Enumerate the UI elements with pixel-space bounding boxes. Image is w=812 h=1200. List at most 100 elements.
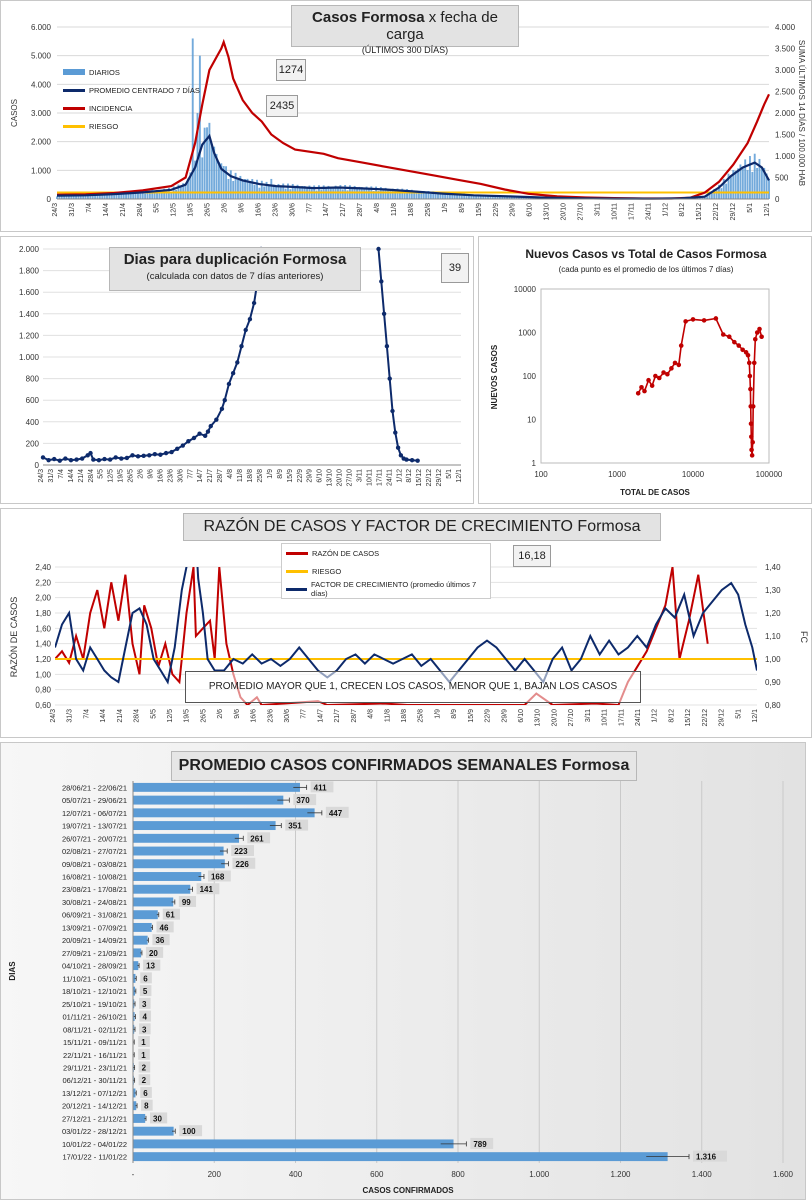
cases-xtick: 21/7 bbox=[340, 203, 347, 217]
doubling-right-point bbox=[395, 445, 401, 450]
cases-daily-bar bbox=[446, 193, 449, 199]
doubling-left-point bbox=[152, 452, 158, 457]
weekly-value-label: 3 bbox=[142, 1025, 147, 1034]
doubling-left-point bbox=[180, 443, 185, 448]
cases-daily-bar bbox=[408, 192, 411, 199]
weekly-category-label: 13/12/21 - 07/12/21 bbox=[62, 1089, 127, 1098]
ratio-xtick: 30/6 bbox=[284, 709, 291, 723]
cases-daily-bar bbox=[87, 195, 89, 199]
weekly-bar bbox=[133, 808, 315, 818]
cases-ytick-right: 2.000 bbox=[775, 109, 796, 118]
ratio-xtick: 13/10 bbox=[535, 709, 542, 727]
cases-value-2: 2435 bbox=[266, 95, 298, 117]
ratio-panel: 0,60 0,80 1,00 1,20 1,40 1,60 1,80 2,00 2,20 2,40… bbox=[0, 508, 812, 738]
cases-daily-bar bbox=[396, 188, 399, 199]
cases-daily-bar bbox=[270, 178, 273, 199]
loglog-point bbox=[746, 360, 752, 366]
cases-daily-bar bbox=[463, 193, 466, 199]
doubling-ytick: 2.000 bbox=[19, 245, 40, 254]
loglog-point bbox=[736, 343, 742, 348]
weekly-value-box bbox=[138, 1074, 151, 1086]
cases-daily-bar bbox=[94, 194, 97, 199]
cases-xtick: 24/3 bbox=[52, 203, 59, 217]
cases-average-line bbox=[56, 133, 770, 200]
cases-daily-bar bbox=[456, 194, 459, 199]
cases-daily-bar bbox=[194, 160, 197, 199]
doubling-left-point bbox=[130, 453, 135, 458]
cases-xtick: 1/12 bbox=[662, 203, 669, 217]
weekly-category-label: 10/01/22 - 04/01/22 bbox=[62, 1140, 127, 1149]
ratio-xtick: 23/6 bbox=[267, 709, 274, 723]
cases-daily-bar bbox=[222, 166, 225, 199]
weekly-value-label: 351 bbox=[288, 822, 302, 831]
doubling-title: Dias para duplicación Formosa bbox=[123, 251, 347, 268]
weekly-value-box bbox=[150, 1112, 168, 1124]
cases-daily-bar bbox=[229, 170, 232, 199]
cases-daily-bar bbox=[518, 197, 520, 199]
cases-xtick: 29/9 bbox=[510, 203, 517, 217]
loglog-point bbox=[678, 343, 684, 348]
doubling-right-point bbox=[393, 430, 398, 435]
loglog-ytick: 100 bbox=[523, 372, 537, 381]
loglog-xtick: 100000 bbox=[756, 470, 783, 479]
ratio-ytick-left: 2,40 bbox=[35, 563, 51, 572]
cases-daily-bar bbox=[479, 194, 482, 199]
doubling-xtick: 28/7 bbox=[217, 469, 224, 483]
cases-daily-bar bbox=[484, 194, 487, 199]
ratio-xtick: 15/9 bbox=[468, 709, 475, 723]
doubling-xtick: 16/6 bbox=[157, 469, 164, 483]
ratio-xtick: 7/4 bbox=[83, 709, 90, 719]
ratio-xtick: 21/7 bbox=[334, 709, 341, 723]
weekly-value-label: 226 bbox=[235, 860, 249, 869]
legend-diarios: DIARIOS bbox=[63, 63, 200, 81]
cases-title-main: Casos Formosa bbox=[312, 9, 425, 26]
weekly-category-label: 13/09/21 - 07/09/21 bbox=[62, 923, 127, 932]
loglog-panel: 100 1000 10000 100000 1 10 100 1000 10000 NUEVOS … bbox=[478, 236, 812, 504]
ratio-ytick-right: 1,10 bbox=[765, 632, 781, 641]
ratio-xtick: 4/8 bbox=[368, 709, 375, 719]
cases-daily-bar bbox=[706, 194, 709, 199]
doubling-left-point bbox=[141, 453, 146, 459]
doubling-xtick: 20/10 bbox=[337, 469, 344, 487]
legend-diarios-label: DIARIOS bbox=[89, 67, 120, 77]
cases-daily-bar bbox=[468, 194, 470, 199]
cases-daily-bar bbox=[439, 193, 442, 199]
doubling-xtick: 9/6 bbox=[147, 469, 154, 479]
weekly-category-label: 02/08/21 - 27/07/21 bbox=[62, 847, 127, 856]
ratio-xtick: 12/5 bbox=[167, 709, 174, 723]
cases-daily-bar bbox=[382, 189, 385, 199]
weekly-bar bbox=[133, 922, 152, 932]
weekly-value-box bbox=[139, 985, 152, 997]
cases-daily-bar bbox=[213, 146, 216, 199]
cases-daily-bar bbox=[56, 196, 58, 199]
cases-daily-bar bbox=[70, 195, 73, 199]
cases-daily-bar bbox=[727, 173, 730, 199]
cases-xtick: 7/4 bbox=[86, 203, 93, 213]
weekly-category-label: 01/11/21 - 26/10/21 bbox=[63, 1013, 128, 1022]
doubling-right-point bbox=[409, 457, 415, 463]
weekly-bar bbox=[133, 1139, 454, 1149]
ratio-xtick: 20/10 bbox=[551, 709, 558, 727]
cases-daily-bar bbox=[232, 180, 235, 199]
cases-ytick-right: 3.500 bbox=[775, 45, 796, 54]
weekly-category-label: 22/11/21 - 16/11/21 bbox=[63, 1051, 127, 1060]
cases-xtick: 5/1 bbox=[747, 203, 754, 213]
doubling-xtick: 24/3 bbox=[38, 469, 45, 483]
cases-daily-bar bbox=[420, 191, 423, 199]
doubling-ytick: 200 bbox=[26, 439, 40, 448]
cases-daily-bar bbox=[494, 195, 497, 199]
cases-daily-bar bbox=[82, 195, 85, 199]
cases-daily-bar bbox=[248, 181, 251, 199]
doubling-left-point bbox=[219, 406, 225, 412]
doubling-xtick: 22/12 bbox=[426, 469, 433, 487]
doubling-xtick: 14/4 bbox=[68, 469, 75, 483]
loglog-point bbox=[656, 375, 662, 381]
ratio-ytick-right: 1,00 bbox=[765, 655, 781, 664]
weekly-bar bbox=[133, 795, 284, 805]
doubling-xtick: 7/7 bbox=[187, 469, 194, 479]
cases-xtick: 28/7 bbox=[357, 203, 364, 217]
loglog-point bbox=[748, 386, 753, 392]
loglog-point bbox=[642, 388, 647, 394]
legend-riesgo: RIESGO bbox=[63, 117, 200, 135]
weekly-value-label: 1 bbox=[141, 1038, 146, 1047]
